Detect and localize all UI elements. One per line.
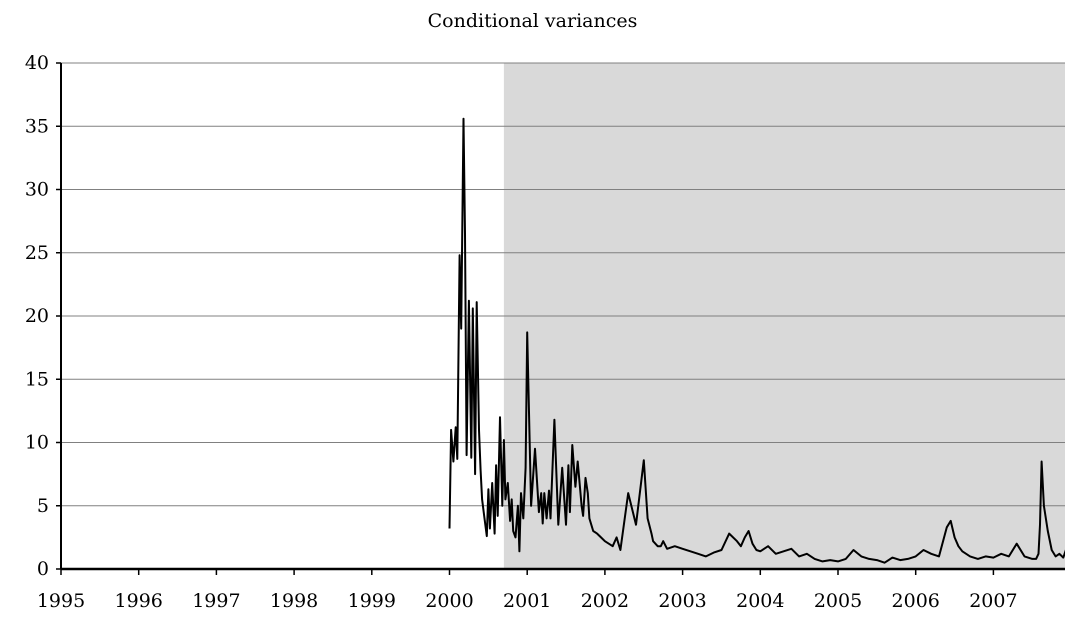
x-tick-label: 2006	[892, 590, 940, 612]
y-tick-label: 5	[37, 495, 49, 517]
x-tick-label: 2001	[503, 590, 551, 612]
x-tick-label: 1998	[270, 590, 318, 612]
axes	[56, 62, 1065, 575]
y-tick-label: 15	[25, 368, 49, 390]
tick-labels: 0 5 10 15 20 25 30 35 40 1995 1996 1997 1998 1999 2000…	[25, 52, 1018, 612]
x-tick-label: 2002	[581, 590, 629, 612]
y-tick-label: 10	[25, 432, 49, 454]
x-tick-label: 2000	[425, 590, 473, 612]
x-tick-label: 1995	[37, 590, 85, 612]
y-tick-label: 35	[25, 115, 49, 137]
x-tick-label: 1999	[348, 590, 396, 612]
chart-title: Conditional variances	[427, 10, 638, 32]
y-tick-label: 0	[37, 558, 49, 580]
x-tick-label: 1996	[115, 590, 163, 612]
y-tick-label: 40	[25, 52, 49, 74]
x-tick-label: 2007	[969, 590, 1017, 612]
x-tick-label: 2004	[736, 590, 784, 612]
y-tick-label: 25	[25, 242, 49, 264]
x-tick-label: 1997	[192, 590, 240, 612]
x-tick-label: 2003	[658, 590, 706, 612]
x-tick-label: 2005	[814, 590, 862, 612]
series-line	[448, 117, 1065, 564]
gridlines	[61, 62, 1065, 507]
y-tick-label: 20	[25, 305, 49, 327]
y-tick-label: 30	[25, 179, 49, 201]
series-layer	[448, 117, 1065, 564]
